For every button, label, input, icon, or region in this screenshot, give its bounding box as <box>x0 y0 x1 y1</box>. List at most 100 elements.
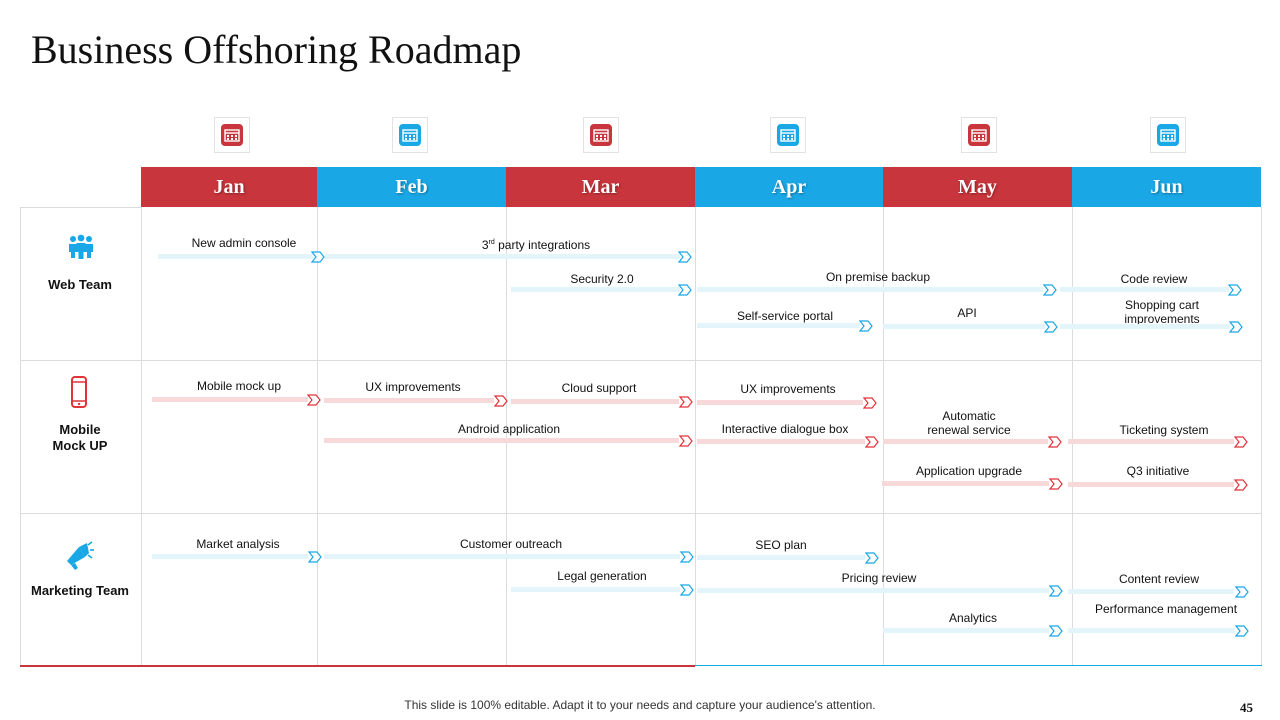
task-label: Self-service portal <box>736 309 834 323</box>
month-header-may: May <box>883 167 1072 207</box>
page-title: Business Offshoring Roadmap <box>31 27 522 72</box>
task-bar <box>1060 324 1230 329</box>
grid-line <box>883 207 884 666</box>
team-label-marketing: Marketing Team <box>30 583 129 598</box>
month-header-apr: Apr <box>695 167 883 207</box>
chevron-right-icon <box>1234 479 1248 491</box>
bottom-border-blue <box>695 665 1262 666</box>
month-calendar-apr <box>770 117 806 153</box>
task-bar <box>1068 628 1235 633</box>
task-label: Analytics <box>948 611 998 625</box>
task-bar <box>158 254 313 259</box>
task-label: Content review <box>1118 572 1200 586</box>
bottom-border-red <box>20 665 695 667</box>
chevron-right-icon <box>1048 436 1062 448</box>
task-label: SEO plan <box>755 538 807 552</box>
grid-line <box>1261 207 1262 666</box>
chevron-right-icon <box>863 397 877 409</box>
task-bar <box>1060 287 1229 292</box>
grid-line <box>20 360 1262 361</box>
task-bar <box>697 400 863 405</box>
task-label: Ticketing system <box>1119 423 1209 437</box>
month-calendar-may <box>961 117 997 153</box>
month-header-jan: Jan <box>141 167 317 207</box>
grid-line <box>695 207 696 666</box>
chevron-right-icon <box>1229 321 1243 333</box>
task-bar <box>697 588 1049 593</box>
task-label: API <box>957 306 977 320</box>
task-label: Cloud support <box>561 381 637 395</box>
task-bar <box>883 324 1045 329</box>
month-calendar-feb <box>392 117 428 153</box>
calendar-icon <box>1157 124 1179 146</box>
chevron-right-icon <box>1235 586 1249 598</box>
task-bar <box>152 397 308 402</box>
month-header-jun: Jun <box>1072 167 1261 207</box>
chevron-right-icon <box>1043 284 1057 296</box>
task-bar <box>324 398 494 403</box>
grid-line <box>317 207 318 666</box>
chevron-right-icon <box>1234 436 1248 448</box>
grid-line <box>20 513 1262 514</box>
task-label: Shopping cart improvements <box>1102 298 1222 326</box>
chevron-right-icon <box>865 552 879 564</box>
task-bar <box>883 628 1049 633</box>
task-label: On premise backup <box>825 270 931 284</box>
calendar-icon <box>399 124 421 146</box>
task-label: Interactive dialogue box <box>721 422 849 436</box>
task-label-superscript: rd <box>488 239 495 246</box>
chevron-right-icon <box>1044 321 1058 333</box>
month-header-mar: Mar <box>506 167 695 207</box>
task-label: Performance management <box>1094 602 1238 616</box>
task-bar <box>324 438 679 443</box>
month-calendar-mar <box>583 117 619 153</box>
month-header-feb: Feb <box>317 167 506 207</box>
task-label: Legal generation <box>557 569 647 583</box>
task-label: UX improvements <box>740 382 836 396</box>
grid-line <box>20 207 21 666</box>
chevron-right-icon <box>865 436 879 448</box>
grid-line <box>1072 207 1073 666</box>
smartphone-icon <box>71 376 87 408</box>
task-label: New admin console <box>191 236 297 250</box>
task-label: Mobile mock up <box>196 379 282 393</box>
month-calendar-jun <box>1150 117 1186 153</box>
task-bar <box>883 439 1048 444</box>
task-label-line: renewal service <box>927 423 1011 437</box>
chevron-right-icon <box>1235 625 1249 637</box>
chevron-right-icon <box>308 551 322 563</box>
team-label-mobile: Mobile Mock UP <box>20 422 140 454</box>
chevron-right-icon <box>1049 625 1063 637</box>
task-label: Q3 initiative <box>1126 464 1190 478</box>
team-label-web: Web Team <box>48 277 112 292</box>
chevron-right-icon <box>678 284 692 296</box>
task-label: UX improvements <box>365 380 461 394</box>
task-bar <box>697 287 1043 292</box>
task-label: Automatic renewal service <box>909 409 1029 437</box>
task-label: Market analysis <box>196 537 280 551</box>
task-bar <box>1068 589 1234 594</box>
chevron-right-icon <box>680 551 694 563</box>
chevron-right-icon <box>1049 478 1063 490</box>
grid-line <box>506 207 507 666</box>
task-bar <box>511 287 680 292</box>
grid-line <box>141 207 142 666</box>
calendar-icon <box>590 124 612 146</box>
footer-note: This slide is 100% editable. Adapt it to… <box>404 698 876 712</box>
task-label: Security 2.0 <box>570 272 634 286</box>
chevron-right-icon <box>680 584 694 596</box>
task-bar <box>324 554 680 559</box>
chevron-right-icon <box>307 394 321 406</box>
chevron-right-icon <box>679 435 693 447</box>
chevron-right-icon <box>859 320 873 332</box>
task-label-rest: party integrations <box>494 238 591 252</box>
task-label-prefix: 3 <box>481 238 489 252</box>
task-bar <box>511 587 680 592</box>
task-label-line: Shopping cart <box>1124 298 1200 312</box>
task-label: 3rd party integrations <box>446 236 626 252</box>
team-label-mobile-text: Mobile Mock UP <box>52 422 108 453</box>
month-calendar-jan <box>214 117 250 153</box>
chevron-right-icon <box>1049 585 1063 597</box>
task-label: Code review <box>1120 272 1188 286</box>
task-bar <box>697 555 865 560</box>
